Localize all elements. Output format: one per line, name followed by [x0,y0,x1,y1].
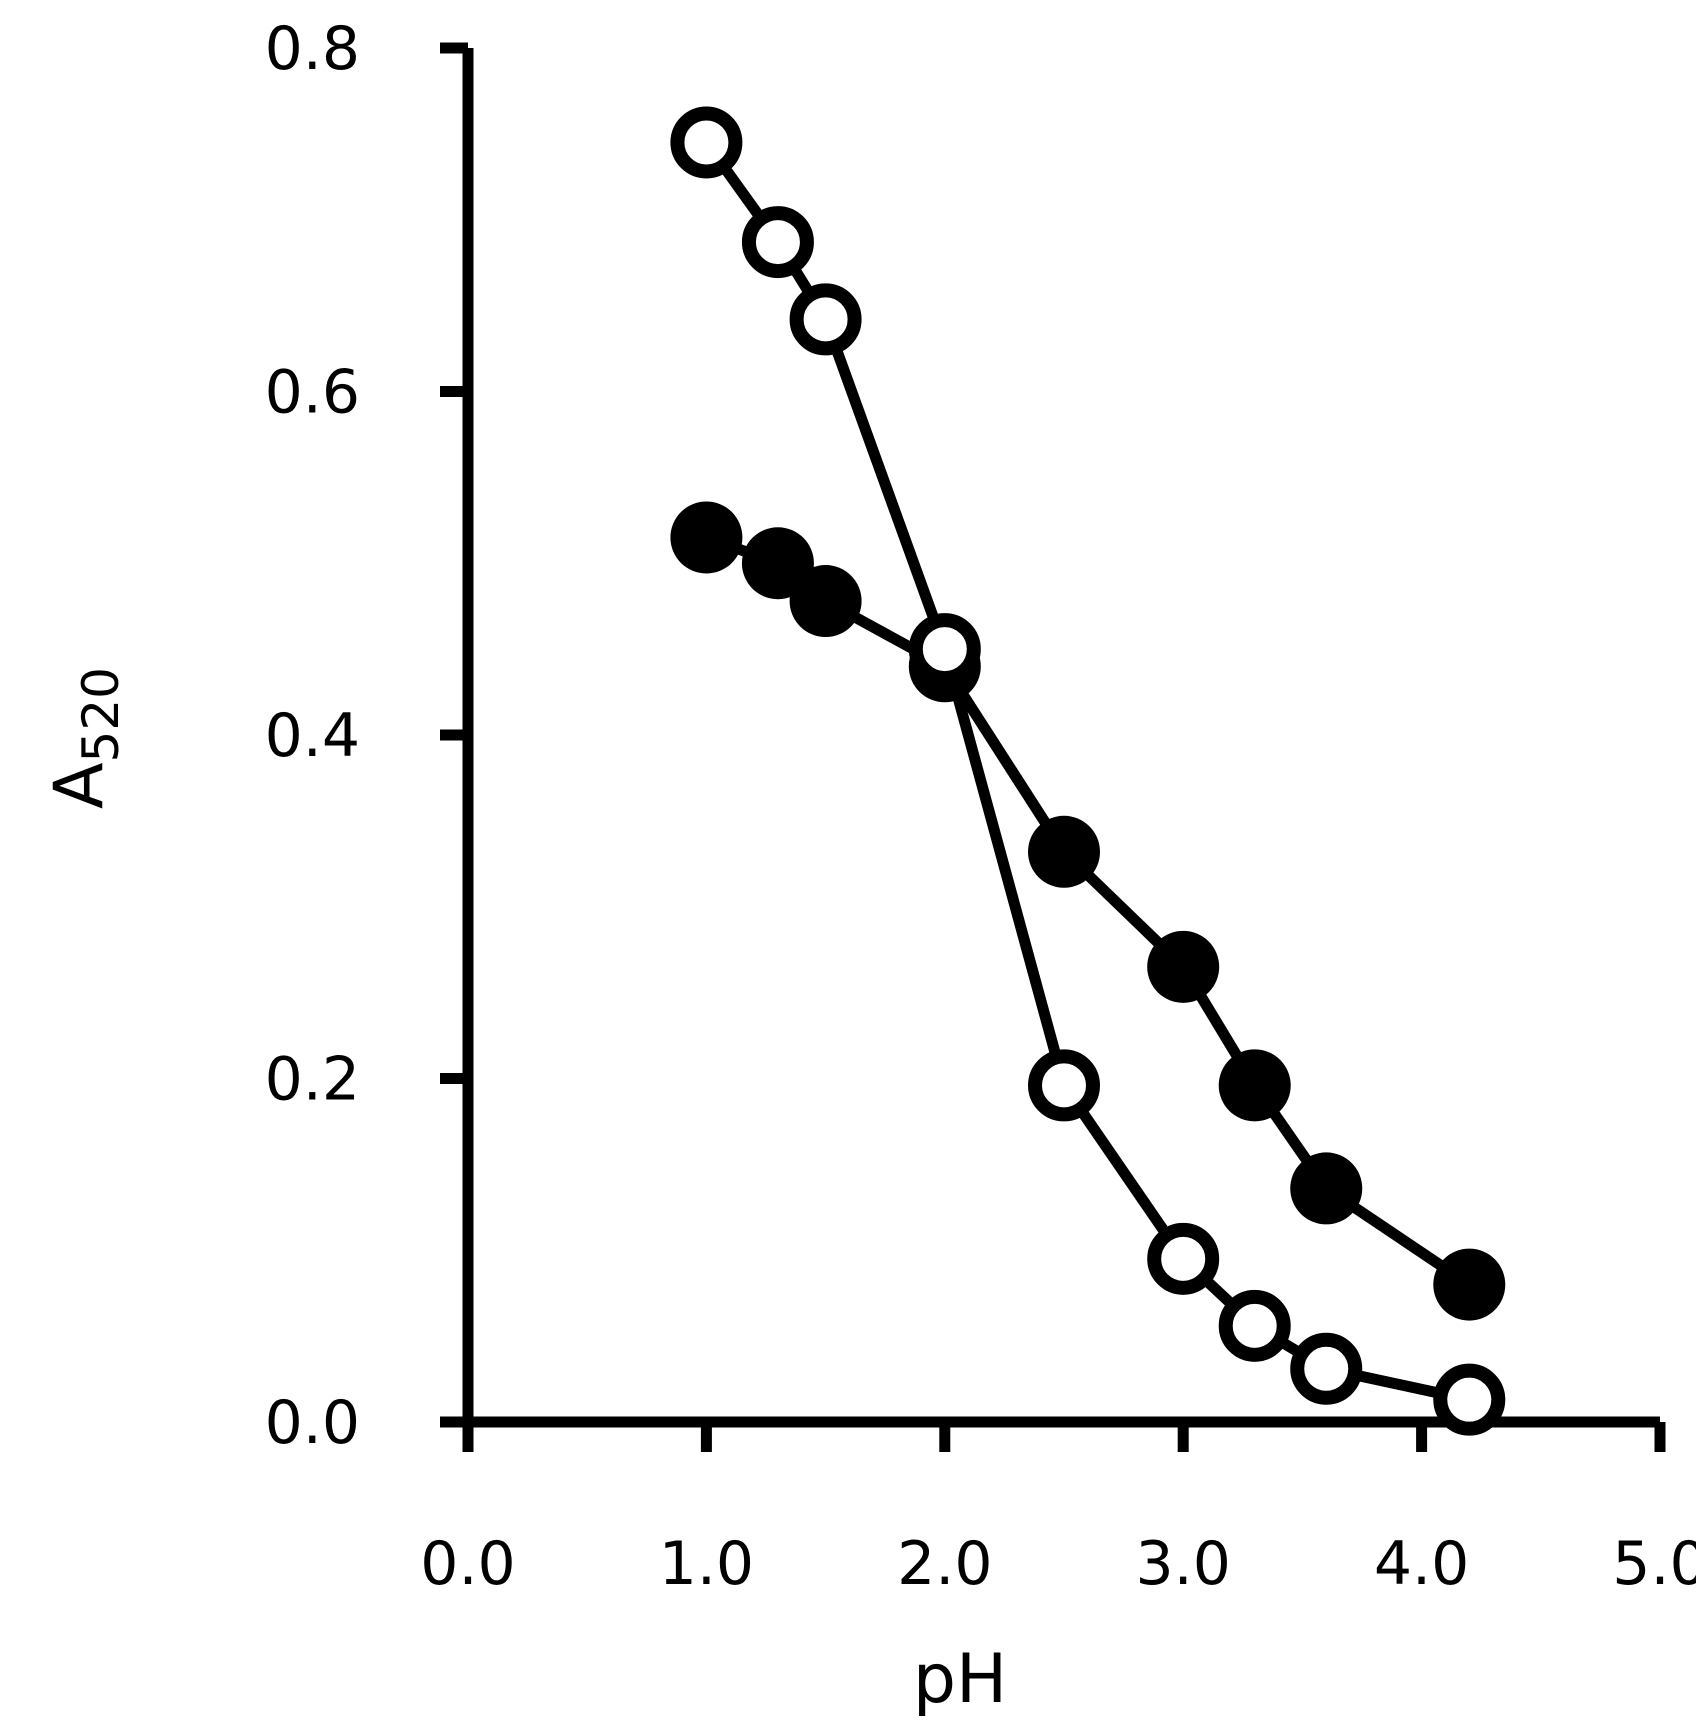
series-layer [670,106,1506,1436]
x-tick-label: 3.0 [1135,1529,1230,1599]
y-axis-title-subscript: 520 [72,667,130,762]
x-tick-label: 2.0 [897,1529,992,1599]
series-1 [670,501,1506,1321]
y-tick-label: 0.0 [265,1388,360,1458]
y-tick-label: 0.4 [265,701,360,771]
ticks [440,42,1666,1452]
data-point [1218,1289,1291,1362]
data-point [1433,1363,1506,1436]
data-point [789,565,862,638]
y-tick-label: 0.6 [265,358,360,428]
y-axis-title-main: A [40,762,119,809]
data-point [670,106,743,179]
data-point [670,501,743,574]
data-point [1147,1222,1220,1295]
x-tick-label: 5.0 [1612,1529,1696,1599]
data-point [1433,1248,1506,1321]
x-axis-title: pH [913,1640,1007,1719]
data-point [741,206,814,279]
tick-labels: 0.0 1.0 2.0 3.0 4.0 5.0 0.0 0.2 0.4 0.6 0.8 [265,14,1696,1599]
data-point [908,613,981,686]
axes [462,48,1660,1428]
data-point [1290,1152,1363,1225]
x-tick-label: 1.0 [659,1529,754,1599]
x-tick-label: 4.0 [1374,1529,1469,1599]
data-point [1028,815,1100,888]
x-tick-label: 0.0 [420,1529,515,1599]
y-tick-label: 0.8 [265,14,360,84]
data-point [789,283,862,356]
y-axis-title: A520 [40,667,130,809]
data-point [1218,1049,1291,1122]
data-point [1147,930,1220,1003]
y-tick-label: 0.2 [265,1045,360,1115]
data-point [1028,1049,1100,1122]
data-point [1290,1332,1363,1405]
series-2 [670,106,1506,1436]
